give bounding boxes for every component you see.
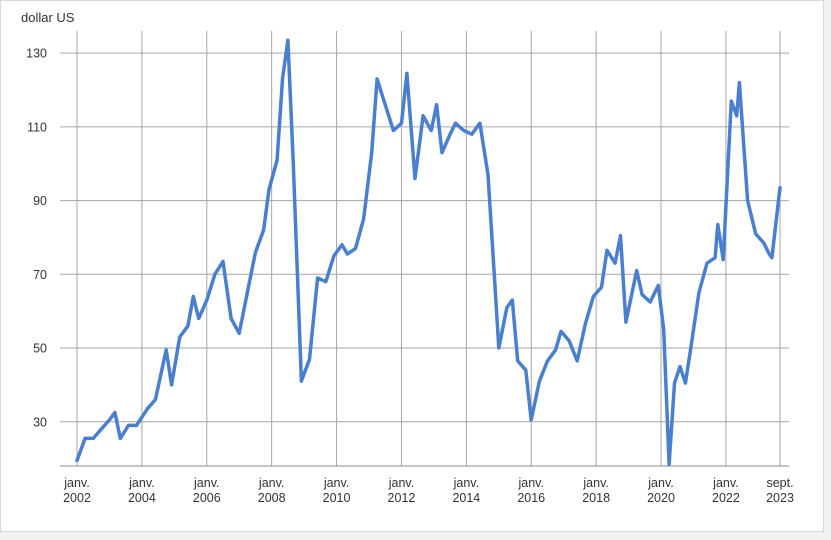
- x-tick-label: sept. 2023: [766, 476, 794, 505]
- y-tick-label: 50: [33, 342, 47, 356]
- chart-panel: dollar US 30 50 70 90 110 130 janv. 2002 janv. 2…: [0, 0, 824, 532]
- x-tick-label: janv. 2018: [582, 476, 610, 505]
- x-tick-label: janv. 2020: [647, 476, 675, 505]
- x-tick-label: janv. 2004: [128, 476, 156, 505]
- x-tick-label: janv. 2008: [258, 476, 286, 505]
- y-tick-label: 30: [33, 415, 47, 429]
- x-tick-label: janv. 2012: [388, 476, 416, 505]
- y-tick-label: 70: [33, 268, 47, 282]
- x-tick-label: janv. 2002: [63, 476, 91, 505]
- x-axis-tick-labels: janv. 2002 janv. 2004 janv. 2006 janv. 2008 janv…: [63, 476, 794, 505]
- x-tick-label: janv. 2010: [323, 476, 351, 505]
- series-line: [75, 38, 782, 466]
- x-tick-label: janv. 2006: [193, 476, 221, 505]
- y-axis-tick-labels: 30 50 70 90 110 130: [26, 47, 47, 430]
- y-tick-label: 90: [33, 194, 47, 208]
- series-layer: [75, 38, 782, 466]
- y-tick-label: 130: [26, 47, 47, 61]
- x-tick-label: janv. 2016: [517, 476, 545, 505]
- x-gridlines: [76, 31, 781, 466]
- x-tick-label: janv. 2014: [452, 476, 480, 505]
- y-axis-unit-label: dollar US: [21, 10, 75, 25]
- y-tick-label: 110: [27, 120, 47, 134]
- x-tick-label: janv. 2022: [712, 476, 740, 505]
